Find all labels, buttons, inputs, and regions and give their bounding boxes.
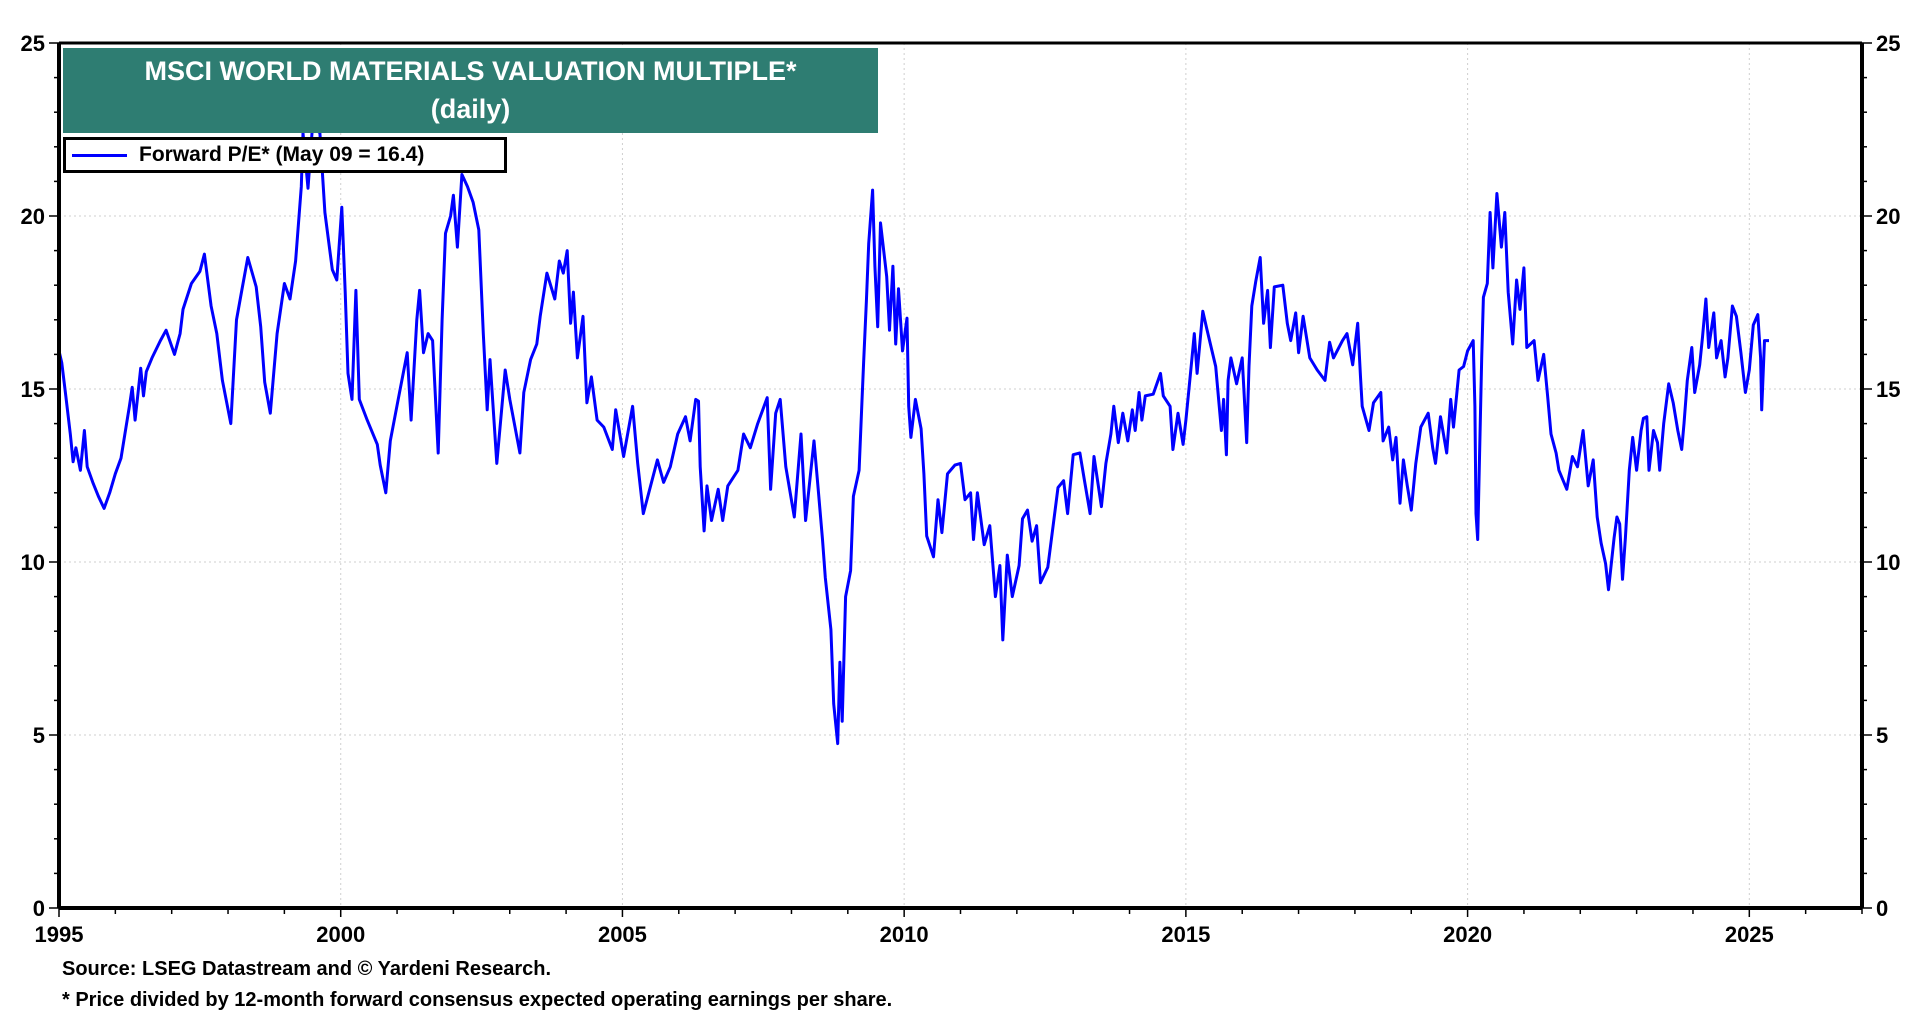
- tick-labels: 0 5 10 15 20 25 0 5 10 15 20 25 1995 200…: [21, 31, 1901, 947]
- y-tick-label-left: 15: [21, 377, 45, 402]
- chart-title: MSCI WORLD MATERIALS VALUATION MULTIPLE*: [144, 56, 797, 86]
- y-tick-label-right: 10: [1876, 550, 1900, 575]
- legend-line-swatch: [72, 153, 127, 157]
- y-tick-label-right: 15: [1876, 377, 1900, 402]
- y-tick-label-right: 20: [1876, 204, 1900, 229]
- y-tick-label-left: 5: [33, 723, 45, 748]
- x-tick-label: 2015: [1161, 922, 1210, 947]
- series-layer: [57, 124, 1769, 746]
- y-tick-label-left: 20: [21, 204, 45, 229]
- gridlines: [59, 43, 1862, 908]
- y-tick-label-right: 0: [1876, 896, 1888, 921]
- chart-subtitle: (daily): [430, 94, 511, 124]
- chart-title-box: MSCI WORLD MATERIALS VALUATION MULTIPLE*…: [63, 48, 878, 133]
- series-line-forward-pe: [57, 124, 1769, 746]
- legend: Forward P/E* (May 09 = 16.4): [63, 137, 507, 173]
- x-tick-label: 1995: [35, 922, 84, 947]
- x-tick-label: 2020: [1443, 922, 1492, 947]
- x-tick-label: 2000: [316, 922, 365, 947]
- x-tick-label: 2005: [598, 922, 647, 947]
- source-note: Source: LSEG Datastream and © Yardeni Re…: [62, 958, 552, 980]
- footnote: * Price divided by 12-month forward cons…: [62, 989, 893, 1011]
- tick-marks: [49, 42, 1872, 917]
- y-tick-label-left: 0: [33, 896, 45, 921]
- y-tick-label-left: 10: [21, 550, 45, 575]
- x-tick-label: 2010: [880, 922, 929, 947]
- y-tick-label-right: 5: [1876, 723, 1888, 748]
- y-tick-label-left: 25: [21, 31, 45, 56]
- legend-label: Forward P/E* (May 09 = 16.4): [139, 143, 425, 166]
- x-tick-label: 2025: [1725, 922, 1774, 947]
- y-tick-label-right: 25: [1876, 31, 1900, 56]
